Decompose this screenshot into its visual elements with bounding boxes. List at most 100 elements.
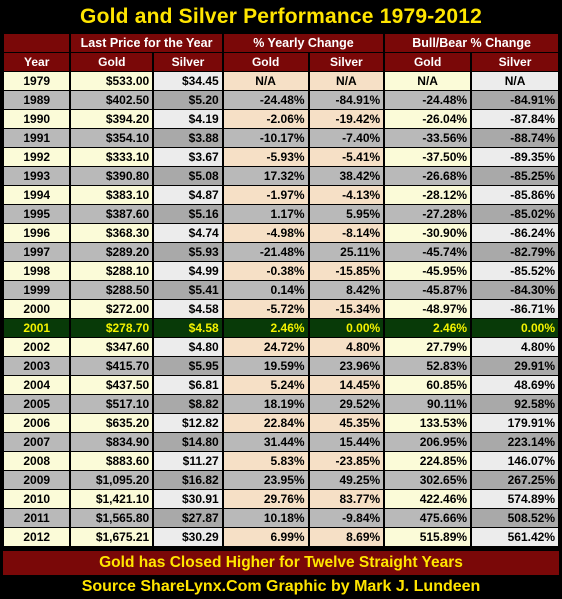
year-cell: 1998	[4, 262, 70, 280]
silver-bull-bear-cell: 267.25%	[472, 471, 558, 489]
silver-price-cell: $4.80	[154, 338, 222, 356]
header-silver-bull-bear: Silver	[472, 53, 558, 71]
year-cell: 1995	[4, 205, 70, 223]
gold-price-cell: $390.80	[71, 167, 153, 185]
gold-price-cell: $1,095.20	[71, 471, 153, 489]
gold-bull-bear-cell: -28.12%	[385, 186, 471, 204]
gold-bull-bear-cell: 302.65%	[385, 471, 471, 489]
gold-price-cell: $387.60	[71, 205, 153, 223]
silver-change-cell: -8.14%	[309, 224, 384, 242]
year-cell: 2004	[4, 376, 70, 394]
header-silver-price: Silver	[154, 53, 222, 71]
year-cell: 2006	[4, 414, 70, 432]
gold-bull-bear-cell: 133.53%	[385, 414, 471, 432]
table-row: 2007 $834.90 $14.80 31.44% 15.44% 206.95% 223.…	[4, 433, 558, 451]
header-row-groups: Last Price for the Year % Yearly Change …	[4, 34, 558, 52]
silver-bull-bear-cell: 4.80%	[472, 338, 558, 356]
silver-price-cell: $34.45	[154, 72, 222, 90]
silver-price-cell: $5.41	[154, 281, 222, 299]
silver-price-cell: $5.20	[154, 91, 222, 109]
year-cell: 2012	[4, 528, 70, 546]
gold-price-cell: $883.60	[71, 452, 153, 470]
year-cell: 1994	[4, 186, 70, 204]
gold-change-cell: 0.14%	[223, 281, 308, 299]
silver-change-cell: 38.42%	[309, 167, 384, 185]
gold-price-cell: $834.90	[71, 433, 153, 451]
silver-price-cell: $12.82	[154, 414, 222, 432]
silver-change-cell: 49.25%	[309, 471, 384, 489]
gold-price-cell: $278.70	[71, 319, 153, 337]
gold-price-cell: $1,565.80	[71, 509, 153, 527]
table-row: 1979 $533.00 $34.45 N/A N/A N/A N/A	[4, 72, 558, 90]
gold-change-cell: 5.24%	[223, 376, 308, 394]
silver-bull-bear-cell: -87.84%	[472, 110, 558, 128]
table-row: 2009 $1,095.20 $16.82 23.95% 49.25% 302.65% 26…	[4, 471, 558, 489]
year-cell: 2000	[4, 300, 70, 318]
gold-change-cell: -21.48%	[223, 243, 308, 261]
year-cell: 1989	[4, 91, 70, 109]
gold-change-cell: 31.44%	[223, 433, 308, 451]
gold-bull-bear-cell: -24.48%	[385, 91, 471, 109]
silver-bull-bear-cell: 92.58%	[472, 395, 558, 413]
table-row: 1995 $387.60 $5.16 1.17% 5.95% -27.28% -85.02%	[4, 205, 558, 223]
gold-price-cell: $288.50	[71, 281, 153, 299]
table-row: 1992 $333.10 $3.67 -5.93% -5.41% -37.50% -89.3…	[4, 148, 558, 166]
source-credit: Source ShareLynx.Com Graphic by Mark J. …	[81, 578, 481, 595]
silver-change-cell: 0.00%	[309, 319, 384, 337]
gold-price-cell: $517.10	[71, 395, 153, 413]
silver-bull-bear-cell: 0.00%	[472, 319, 558, 337]
gold-change-cell: -5.93%	[223, 148, 308, 166]
silver-price-cell: $27.87	[154, 509, 222, 527]
gold-price-cell: $1,421.10	[71, 490, 153, 508]
silver-change-cell: 4.80%	[309, 338, 384, 356]
silver-bull-bear-cell: -85.02%	[472, 205, 558, 223]
gold-change-cell: 19.59%	[223, 357, 308, 375]
year-cell: 2008	[4, 452, 70, 470]
gold-price-cell: $394.20	[71, 110, 153, 128]
gold-change-cell: -1.97%	[223, 186, 308, 204]
year-cell: 1993	[4, 167, 70, 185]
gold-change-cell: 1.17%	[223, 205, 308, 223]
silver-price-cell: $30.29	[154, 528, 222, 546]
gold-change-cell: 18.19%	[223, 395, 308, 413]
gold-bull-bear-cell: N/A	[385, 72, 471, 90]
silver-change-cell: 29.52%	[309, 395, 384, 413]
silver-change-cell: -19.42%	[309, 110, 384, 128]
gold-price-cell: $272.00	[71, 300, 153, 318]
header-last-price: Last Price for the Year	[71, 34, 222, 52]
header-year: Year	[4, 53, 70, 71]
table-row: 1996 $368.30 $4.74 -4.98% -8.14% -30.90% -86.2…	[4, 224, 558, 242]
silver-bull-bear-cell: -82.79%	[472, 243, 558, 261]
silver-price-cell: $4.87	[154, 186, 222, 204]
table-row: 1999 $288.50 $5.41 0.14% 8.42% -45.87% -84.30%	[4, 281, 558, 299]
silver-change-cell: N/A	[309, 72, 384, 90]
year-cell: 1990	[4, 110, 70, 128]
performance-table: Last Price for the Year % Yearly Change …	[2, 33, 560, 547]
gold-bull-bear-cell: -45.95%	[385, 262, 471, 280]
table-row: 1989 $402.50 $5.20 -24.48% -84.91% -24.48% -84…	[4, 91, 558, 109]
gold-change-cell: 2.46%	[223, 319, 308, 337]
silver-price-cell: $6.81	[154, 376, 222, 394]
silver-change-cell: -4.13%	[309, 186, 384, 204]
year-cell: 2003	[4, 357, 70, 375]
gold-change-cell: 17.32%	[223, 167, 308, 185]
table-row: 2006 $635.20 $12.82 22.84% 45.35% 133.53% 179.…	[4, 414, 558, 432]
silver-change-cell: -9.84%	[309, 509, 384, 527]
gold-bull-bear-cell: -33.56%	[385, 129, 471, 147]
gold-price-cell: $383.10	[71, 186, 153, 204]
year-cell: 2001	[4, 319, 70, 337]
header-blank	[4, 34, 70, 52]
table-row: 1994 $383.10 $4.87 -1.97% -4.13% -28.12% -85.8…	[4, 186, 558, 204]
year-cell: 1979	[4, 72, 70, 90]
table-row: 2011 $1,565.80 $27.87 10.18% -9.84% 475.66% 50…	[4, 509, 558, 527]
header-row-columns: Year Gold Silver Gold Silver Gold Silver	[4, 53, 558, 71]
silver-bull-bear-cell: 561.42%	[472, 528, 558, 546]
silver-change-cell: -7.40%	[309, 129, 384, 147]
silver-bull-bear-cell: -84.30%	[472, 281, 558, 299]
table-row: 2012 $1,675.21 $30.29 6.99% 8.69% 515.89% 561.…	[4, 528, 558, 546]
silver-bull-bear-cell: -85.86%	[472, 186, 558, 204]
table-row: 1997 $289.20 $5.93 -21.48% 25.11% -45.74% -82.…	[4, 243, 558, 261]
table-row: 2001 $278.70 $4.58 2.46% 0.00% 2.46% 0.00%	[4, 319, 558, 337]
silver-change-cell: 25.11%	[309, 243, 384, 261]
silver-bull-bear-cell: N/A	[472, 72, 558, 90]
